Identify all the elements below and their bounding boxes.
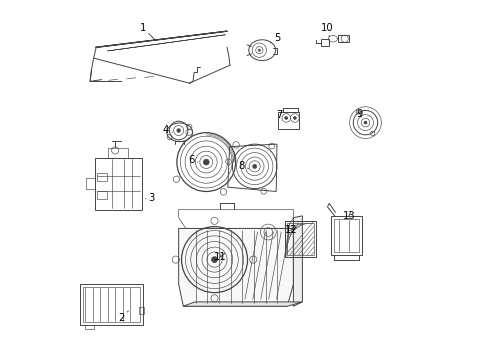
Bar — [87, 178, 96, 189]
Bar — [321, 40, 329, 46]
Circle shape — [253, 165, 257, 168]
Text: 8: 8 — [238, 161, 248, 171]
Polygon shape — [179, 228, 294, 306]
Text: 13: 13 — [343, 211, 355, 221]
Bar — [285, 221, 316, 257]
Text: 6: 6 — [188, 155, 197, 165]
Bar — [287, 223, 314, 255]
Circle shape — [294, 117, 296, 120]
Bar — [97, 191, 107, 199]
Bar — [83, 287, 140, 322]
Bar — [139, 307, 144, 315]
Circle shape — [203, 159, 209, 165]
Polygon shape — [183, 302, 302, 306]
Text: 3: 3 — [146, 193, 155, 203]
Bar — [85, 325, 95, 329]
Text: 7: 7 — [276, 111, 286, 121]
Bar — [96, 158, 142, 210]
Bar — [338, 35, 349, 42]
Text: 1: 1 — [140, 23, 155, 40]
Text: 10: 10 — [321, 23, 334, 37]
Text: 9: 9 — [357, 109, 363, 119]
Bar — [97, 173, 107, 181]
Circle shape — [285, 117, 288, 120]
Circle shape — [177, 129, 180, 132]
Bar — [108, 148, 128, 158]
Bar — [80, 284, 143, 325]
Polygon shape — [294, 216, 302, 306]
Bar — [334, 219, 359, 252]
Bar — [278, 112, 299, 130]
Text: 2: 2 — [118, 311, 128, 323]
Bar — [331, 216, 362, 255]
Text: 5: 5 — [270, 33, 280, 43]
Circle shape — [364, 121, 367, 124]
Text: 11: 11 — [214, 252, 226, 262]
Circle shape — [258, 49, 260, 51]
Text: 4: 4 — [163, 125, 172, 135]
Text: 12: 12 — [285, 225, 298, 235]
Circle shape — [212, 257, 218, 262]
